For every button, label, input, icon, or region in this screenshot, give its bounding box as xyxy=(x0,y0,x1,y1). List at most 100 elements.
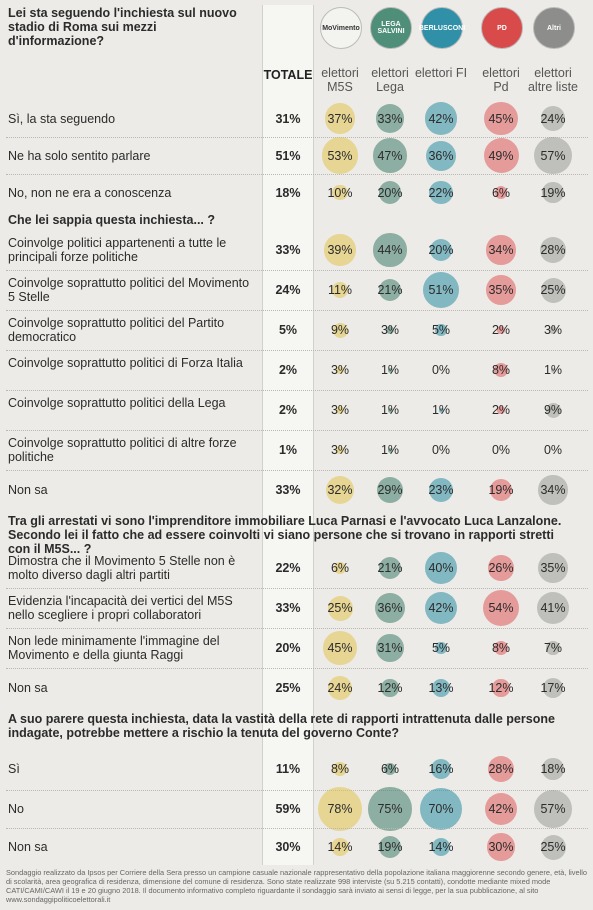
value-cell: 54% xyxy=(488,601,514,615)
bubble xyxy=(540,834,566,860)
column-header: TOTALE xyxy=(263,68,313,82)
bubble xyxy=(490,479,512,501)
bubble xyxy=(542,181,564,204)
bubble xyxy=(424,591,458,625)
value-cell: 25% xyxy=(540,283,566,297)
value-cell: 6% xyxy=(380,762,400,776)
bubble xyxy=(486,275,516,305)
value-cell: 2% xyxy=(491,323,511,337)
row-label: Non sa xyxy=(8,840,48,854)
bubble xyxy=(542,677,564,699)
row-separator xyxy=(6,588,588,589)
bubble xyxy=(493,362,509,378)
value-cell: 5% xyxy=(431,641,451,655)
bubble xyxy=(534,790,572,828)
column-header: elettori Lega xyxy=(371,66,409,94)
row-label: Sì, la sta seguendo xyxy=(8,111,116,126)
value-cell: 0% xyxy=(431,443,451,457)
value-cell: 3% xyxy=(543,323,563,337)
row-label: No, non ne era a conoscenza xyxy=(8,185,172,200)
value-cell: 36% xyxy=(428,148,454,163)
bubble xyxy=(548,325,558,335)
value-cell: 1% xyxy=(543,363,563,377)
value-cell: 19% xyxy=(488,483,514,497)
value-cell: 8% xyxy=(491,363,511,377)
bubble xyxy=(542,758,564,780)
bubble xyxy=(431,759,451,779)
bubble xyxy=(426,140,456,171)
bubble xyxy=(332,184,348,201)
value-cell: 39% xyxy=(327,243,353,257)
bubble xyxy=(486,235,516,265)
bubble xyxy=(387,447,393,453)
value-cell: 5% xyxy=(278,323,298,337)
bubble xyxy=(327,595,353,621)
row-label: Evidenzia l'incapacità dei vertici del M… xyxy=(8,594,233,622)
value-cell: 42% xyxy=(428,601,454,615)
bubble xyxy=(429,180,453,205)
row-separator xyxy=(6,790,588,791)
row-separator xyxy=(6,174,588,175)
value-cell: 21% xyxy=(377,283,403,297)
value-cell: 3% xyxy=(330,403,350,417)
value-cell: 2% xyxy=(278,403,298,417)
bubble xyxy=(482,589,520,627)
value-cell: 75% xyxy=(377,802,403,816)
value-cell: 19% xyxy=(377,840,403,854)
bubble xyxy=(317,786,363,832)
bubble xyxy=(335,445,345,455)
value-cell: 59% xyxy=(275,802,301,816)
row-separator xyxy=(6,350,588,351)
row-label: Coinvolge politici appartenenti a tutte … xyxy=(8,236,227,264)
value-cell: 36% xyxy=(377,601,403,615)
bubble xyxy=(332,322,348,338)
value-cell: 12% xyxy=(377,681,403,695)
bubble xyxy=(429,238,453,262)
value-cell: 57% xyxy=(540,148,566,163)
column-header: elettori FI xyxy=(414,66,468,80)
row-label: Coinvolge soprattutto politici del Movim… xyxy=(8,276,250,304)
bubble xyxy=(423,272,459,308)
value-cell: 10% xyxy=(327,185,353,200)
bubble xyxy=(375,593,405,623)
value-cell: 8% xyxy=(330,762,350,776)
bubble xyxy=(484,792,518,826)
row-label: Sì xyxy=(8,762,20,776)
value-cell: 11% xyxy=(275,762,301,776)
value-cell: 25% xyxy=(327,601,353,615)
bubble xyxy=(550,367,556,373)
row-separator xyxy=(6,430,588,431)
row-separator xyxy=(6,390,588,391)
row-separator xyxy=(6,470,588,471)
bubble xyxy=(539,236,567,264)
bubble xyxy=(375,104,405,133)
value-cell: 9% xyxy=(330,323,350,337)
bubble xyxy=(435,642,447,654)
bubble xyxy=(379,836,401,858)
bubble xyxy=(333,561,347,575)
bubble xyxy=(438,407,444,413)
bubble xyxy=(387,407,393,413)
bubble xyxy=(330,837,350,857)
value-cell: 34% xyxy=(540,483,566,497)
bubble xyxy=(378,278,402,302)
value-cell: 29% xyxy=(377,483,403,497)
value-cell: 35% xyxy=(488,283,514,297)
party-logo: LEGA SALVINI xyxy=(370,7,412,49)
value-cell: 3% xyxy=(380,323,400,337)
value-cell: 6% xyxy=(491,185,511,200)
row-label: Dimostra che il Movimento 5 Stelle non è… xyxy=(8,554,236,582)
value-cell: 42% xyxy=(428,111,454,126)
bubble xyxy=(497,326,505,334)
value-cell: 0% xyxy=(543,443,563,457)
value-cell: 33% xyxy=(275,483,301,497)
value-cell: 8% xyxy=(491,641,511,655)
value-cell: 41% xyxy=(540,601,566,615)
value-cell: 23% xyxy=(428,483,454,497)
bubble xyxy=(435,324,447,336)
row-separator xyxy=(6,310,588,311)
bubble xyxy=(378,181,402,204)
value-cell: 24% xyxy=(540,111,566,126)
value-cell: 18% xyxy=(540,762,566,776)
